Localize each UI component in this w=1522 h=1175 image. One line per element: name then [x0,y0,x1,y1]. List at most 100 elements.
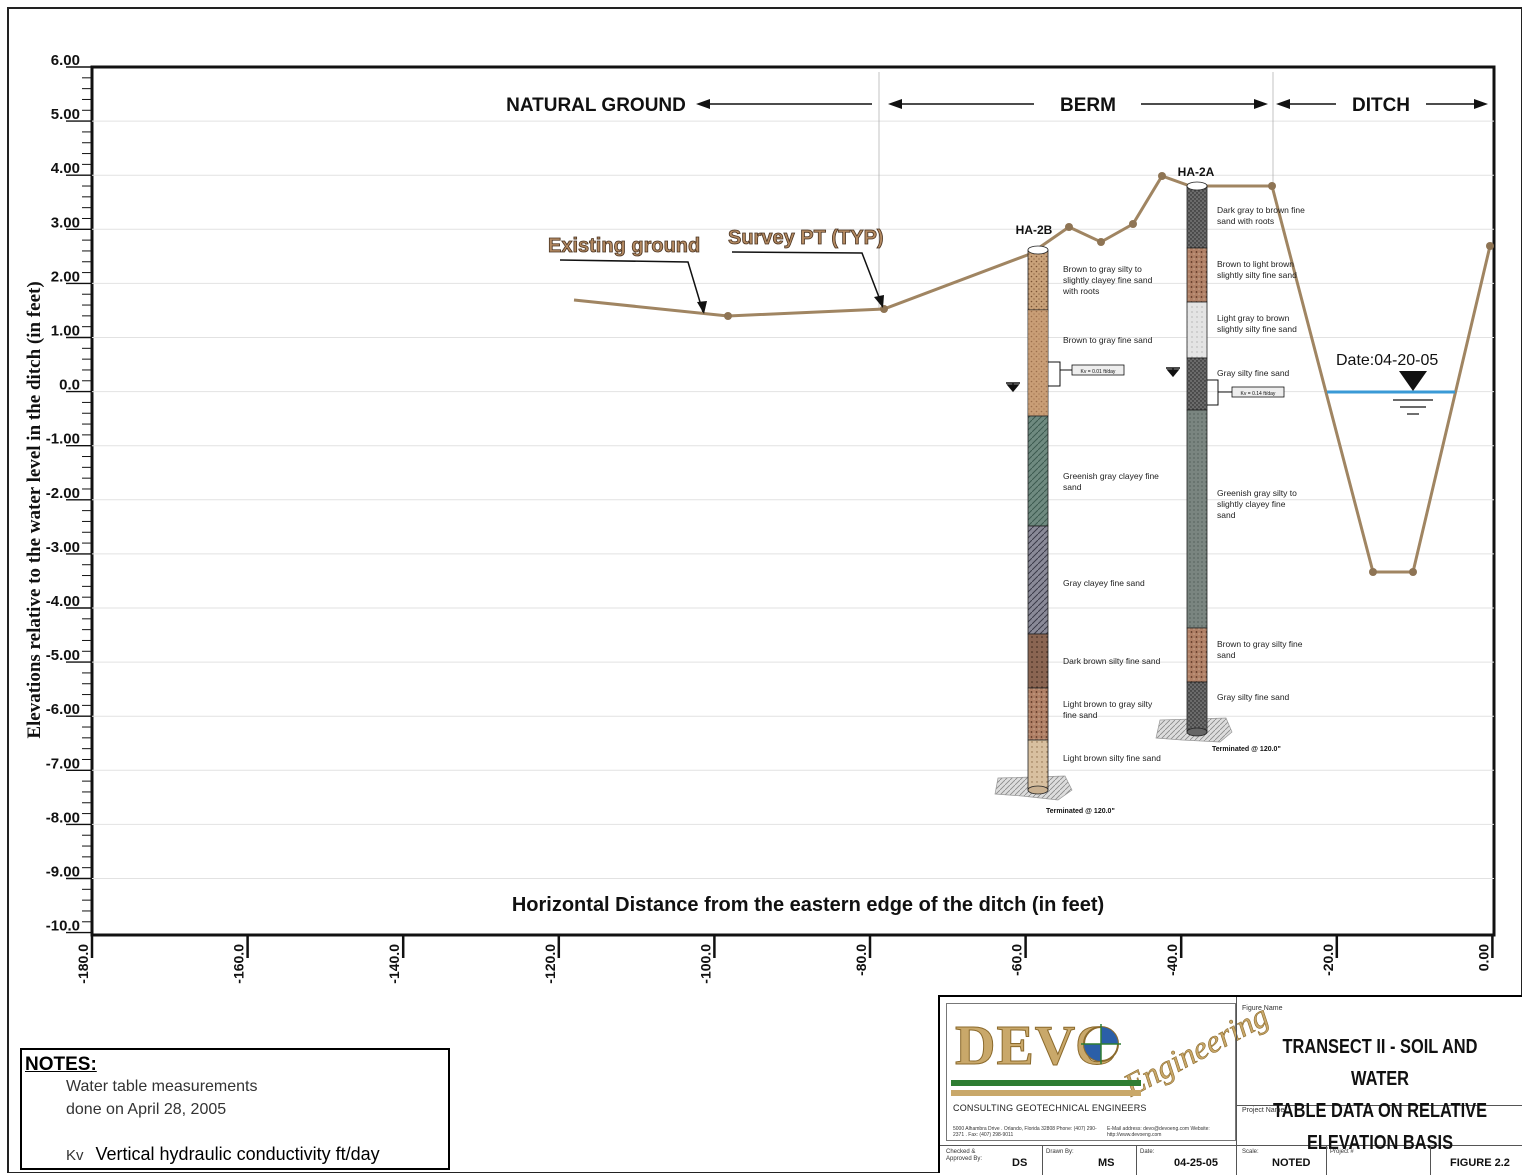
water-table-icon [1006,382,1020,393]
project-name-label: Project Name [1242,1107,1285,1114]
x-axis-label: Horizontal Distance from the eastern edg… [512,894,1104,916]
x-tick-label: -80.0 [853,944,869,976]
layer-label: Light gray to brown slightly silty fine s… [1217,313,1297,334]
water-table-icon [1399,371,1427,391]
plot-frame [90,65,1496,937]
title-block: DEVO Engineering CONSULTING GEOTECHNICAL… [938,995,1522,1175]
notes-heading: NOTES: [25,1054,97,1075]
date-value: 04-25-05 [1174,1157,1219,1169]
y-tick-label: 5.00 [51,106,80,123]
boring-name: HA-2A [1178,165,1215,179]
logo-bar [951,1080,1141,1086]
x-axis-ticks: -180.0 -160.0 -140.0 -120.0 -100.0 -80.0 -60.0… [75,935,1494,984]
layer-label: Brown to gray fine sand [1063,335,1153,345]
x-tick-label: -40.0 [1164,944,1180,976]
y-axis-ticks: 6.00 5.00 4.00 3.00 2.00 1.00 0.0 -1.00 -2.00 -3.… [46,52,92,935]
notes-kv-definition: Kv Vertical hydraulic conductivity ft/day [66,1144,380,1165]
arrowhead-icon [874,295,884,308]
layer-label: Brown to light brown slightly silty fine … [1217,259,1297,280]
survey-pt-callout: Survey PT (TYP) [728,227,884,249]
checked-label: Checked & Approved By: [946,1149,983,1162]
termination-label: Terminated @ 120.0" [1046,808,1115,815]
y-tick-label: -7.00 [46,755,80,772]
x-tick-label: -140.0 [386,944,402,984]
x-tick-label: -120.0 [542,944,558,984]
checked-value: DS [1012,1157,1028,1169]
survey-points [724,172,1494,576]
y-tick-label: -9.00 [46,864,80,881]
existing-ground-callout: Existing ground [548,235,700,257]
callout-leader [731,251,883,306]
figure-title: TRANSECT II - SOIL AND WATER TABLE DATA … [1267,1031,1493,1159]
water-table-icon [1166,367,1180,378]
boring-name: HA-2B [1016,223,1053,237]
zone-ditch: DITCH [1352,95,1410,116]
kv-description: Vertical hydraulic conductivity ft/day [95,1144,380,1164]
layer-label: Greenish gray silty to slightly clayey fi… [1217,488,1297,520]
gridlines [92,120,1494,879]
x-tick-label: -160.0 [231,944,247,984]
y-tick-label: -5.00 [46,647,80,664]
x-tick-label: -60.0 [1009,944,1025,976]
y-tick-label: -10.0 [46,918,80,935]
notes-box: NOTES: Water table measurements done on … [20,1048,450,1170]
figure-title-line: TRANSECT II - SOIL AND WATER [1282,1036,1478,1090]
zone-markers [696,99,1488,109]
y-tick-label: -6.00 [46,701,80,718]
layer-label: Dark gray to brown fine sand with roots [1217,205,1305,226]
zone-natural-ground: NATURAL GROUND [506,95,686,116]
notes-line: Water table measurements [66,1078,258,1095]
scale-label: Scale: [1242,1149,1259,1155]
x-tick-label: 0.00 [1475,944,1491,971]
compass-logo-icon [1081,1024,1121,1064]
company-address: 5000 Alhambra Drive . Orlando, Florida 3… [953,1126,1097,1138]
logo-script-text: Engineering [1117,997,1275,1104]
x-tick-label: -20.0 [1320,944,1336,976]
zone-berm: BERM [1060,95,1116,116]
figure-number: FIGURE 2.2 [1450,1157,1510,1169]
sheet-border [7,7,1522,1173]
x-tick-label: -180.0 [75,944,91,984]
layer-label: Gray silty fine sand [1217,692,1290,702]
layer-label: Dark brown silty fine sand [1063,656,1161,666]
figure-name-label: Figure Name [1242,1005,1283,1012]
logo-bar [951,1090,1141,1096]
y-tick-label: -2.00 [46,485,80,502]
layer-label: Gray clayey fine sand [1063,578,1145,588]
callout-leader [559,259,704,313]
boring-ha-2a: HA-2A Kv = 0.14 ft/day Dark gray to brow… [1155,165,1305,753]
project-number-label: Project # [1330,1149,1354,1155]
y-tick-label: 4.00 [51,160,80,177]
figure-title-line: TABLE DATA ON RELATIVE ELEVATION BASIS [1272,1100,1488,1154]
company-tagline: CONSULTING GEOTECHNICAL ENGINEERS [953,1103,1147,1113]
layer-label: Gray silty fine sand [1217,368,1290,378]
y-tick-label: 1.00 [51,323,80,340]
boring-ha-2b: HA-2B Kv = 0.01 ft/day Brown to gray sil… [994,223,1161,815]
y-tick-label: -4.00 [46,593,80,610]
notes-line: done on April 28, 2005 [66,1101,227,1118]
scale-value: NOTED [1272,1157,1311,1169]
water-date-label: Date:04-20-05 [1336,352,1438,369]
y-axis-label: Elevations relative to the water level i… [24,281,45,738]
kv-tag: Kv = 0.14 ft/day [1241,391,1276,397]
y-tick-label: -1.00 [46,431,80,448]
x-tick-label: -100.0 [697,944,713,984]
company-contact: E-Mail address: devo@devoeng.com Website… [1107,1126,1210,1138]
layer-label: Brown to gray silty to slightly clayey fi… [1062,264,1153,296]
termination-label: Terminated @ 120.0" [1212,746,1281,753]
layer-label: Light brown to gray silty fine sand [1063,699,1153,720]
arrowhead-icon [697,301,707,314]
drawn-label: Drawn By: [1046,1149,1074,1155]
layer-label: Greenish gray clayey fine sand [1063,471,1159,492]
y-tick-label: 2.00 [51,268,80,285]
y-tick-label: 3.00 [51,214,80,231]
y-tick-label: -3.00 [46,539,80,556]
drawn-value: MS [1098,1157,1115,1169]
kv-tag: Kv = 0.01 ft/day [1081,369,1116,375]
date-label: Date: [1140,1149,1155,1155]
layer-label: Light brown silty fine sand [1063,753,1161,763]
y-tick-label: -8.00 [46,809,80,826]
plot-border [90,65,1496,937]
layer-label: Brown to gray silty fine sand [1217,639,1303,660]
